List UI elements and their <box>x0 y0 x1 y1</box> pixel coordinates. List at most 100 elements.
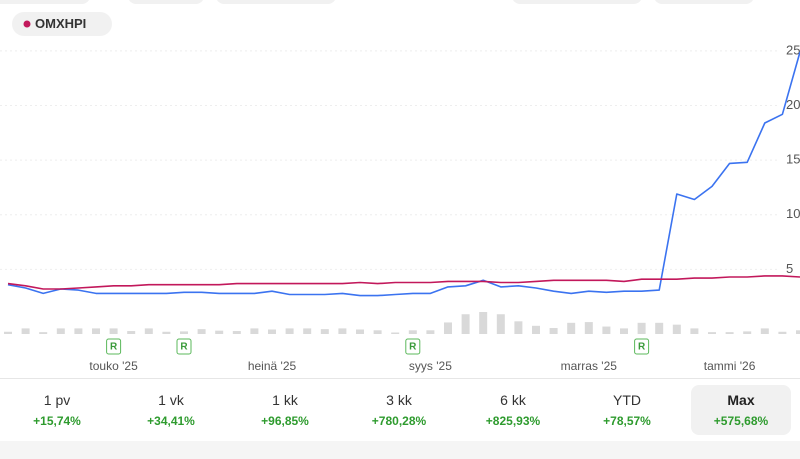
period-tab[interactable]: 3 kk +780,28% <box>342 385 456 435</box>
marker-box <box>106 338 122 355</box>
volume-bar <box>74 328 83 334</box>
period-tab[interactable]: 1 pv +15,74% <box>0 385 114 435</box>
top-chip[interactable] <box>654 0 754 4</box>
marker-box <box>176 338 192 355</box>
volume-bar <box>655 322 664 334</box>
footer-band <box>0 441 800 459</box>
x-tick-label: heinä '25 <box>248 359 297 373</box>
marker-label: R <box>180 342 188 353</box>
volume-bar <box>215 330 224 334</box>
event-marker[interactable]: R <box>176 338 192 355</box>
y-tick-label: 10 <box>786 206 800 221</box>
volume-bar <box>391 332 400 334</box>
period-label: 1 vk <box>158 392 184 408</box>
volume-bar <box>303 328 312 334</box>
line-series <box>7 51 800 297</box>
volume-bar <box>356 329 364 334</box>
volume-bar <box>338 328 347 334</box>
period-label: YTD <box>613 392 641 408</box>
volume-bar <box>637 322 646 334</box>
marker-box <box>405 338 421 355</box>
period-label: 6 kk <box>500 392 526 408</box>
volume-bar <box>268 329 276 334</box>
volume-bar <box>109 328 118 334</box>
volume-bar <box>796 330 800 334</box>
volume-bar <box>408 330 417 334</box>
volume-bar <box>602 326 611 334</box>
volume-bar <box>232 331 241 334</box>
volume-bar <box>690 328 699 334</box>
volume-bar <box>92 328 100 334</box>
volume-bar <box>620 328 628 334</box>
top-chip[interactable] <box>128 0 204 4</box>
period-change: +780,28% <box>371 414 427 428</box>
volume-bar <box>285 328 294 334</box>
marker-label: R <box>638 342 646 353</box>
period-tab[interactable]: Max +575,68% <box>691 385 791 435</box>
x-tick-label: marras '25 <box>561 359 618 373</box>
volume-bar <box>180 331 188 334</box>
volume-bar <box>496 314 505 334</box>
x-tick-label: touko '25 <box>89 359 138 373</box>
event-marker[interactable]: R <box>634 338 650 355</box>
period-tab[interactable]: 1 kk +96,85% <box>228 385 342 435</box>
volume-bar <box>162 331 171 334</box>
y-tick-label: 25 <box>786 42 800 57</box>
period-change: +96,85% <box>261 414 309 428</box>
volume-bar <box>514 321 523 334</box>
period-label: Max <box>727 392 755 408</box>
volume-bar <box>444 322 452 334</box>
volume-bar <box>56 328 65 334</box>
legend-dot <box>23 20 31 28</box>
volume-bar <box>725 332 734 334</box>
period-tabs: 1 pv +15,74% 1 vk +34,41% 1 kk +96,85% 3 kk +78… <box>0 378 800 442</box>
period-label: 1 kk <box>272 392 298 408</box>
period-tab[interactable]: 1 vk +34,41% <box>114 385 228 435</box>
volume-bar <box>778 331 787 334</box>
volume-bar <box>532 325 540 334</box>
marker-label: R <box>409 342 417 353</box>
top-chip[interactable] <box>0 0 90 4</box>
period-change: +34,41% <box>147 414 195 428</box>
period-change: +575,68% <box>713 414 769 428</box>
top-chip[interactable] <box>512 0 642 4</box>
volume-bar <box>426 330 435 334</box>
period-tab[interactable]: 6 kk +825,93% <box>456 385 570 435</box>
volume-bar <box>39 332 48 334</box>
x-tick-label: tammi '26 <box>704 359 756 373</box>
y-tick-label: 15 <box>786 152 800 167</box>
volume-bar <box>549 328 558 334</box>
legend-label: OMXHPI <box>35 16 86 31</box>
volume-bar <box>567 322 576 334</box>
volume-bar <box>127 331 136 334</box>
volume-bar <box>144 328 153 334</box>
period-change: +825,93% <box>485 414 541 428</box>
volume-bar <box>4 331 12 334</box>
volume-bar <box>250 328 259 334</box>
x-tick-label: syys '25 <box>409 359 452 373</box>
line-series <box>7 275 800 290</box>
period-label: 1 pv <box>43 392 71 408</box>
volume-bar <box>708 332 716 334</box>
volume-bar <box>743 331 752 334</box>
y-tick-label: 20 <box>786 97 800 112</box>
volume-bar <box>461 314 470 334</box>
period-label: 3 kk <box>386 392 412 408</box>
legend-chip[interactable] <box>12 12 112 36</box>
volume-bar <box>584 322 593 334</box>
top-chip[interactable] <box>216 0 336 4</box>
event-marker[interactable]: R <box>106 338 122 355</box>
period-tab[interactable]: YTD +78,57% <box>570 385 684 435</box>
event-marker[interactable]: R <box>405 338 421 355</box>
period-change: +78,57% <box>603 414 651 428</box>
volume-bar <box>760 328 769 334</box>
period-change: +15,74% <box>33 414 81 428</box>
volume-bar <box>21 328 30 334</box>
y-tick-label: 5 <box>786 261 793 276</box>
volume-bar <box>320 329 329 334</box>
volume-bar <box>373 330 382 334</box>
marker-box <box>634 338 650 355</box>
marker-label: R <box>110 342 118 353</box>
